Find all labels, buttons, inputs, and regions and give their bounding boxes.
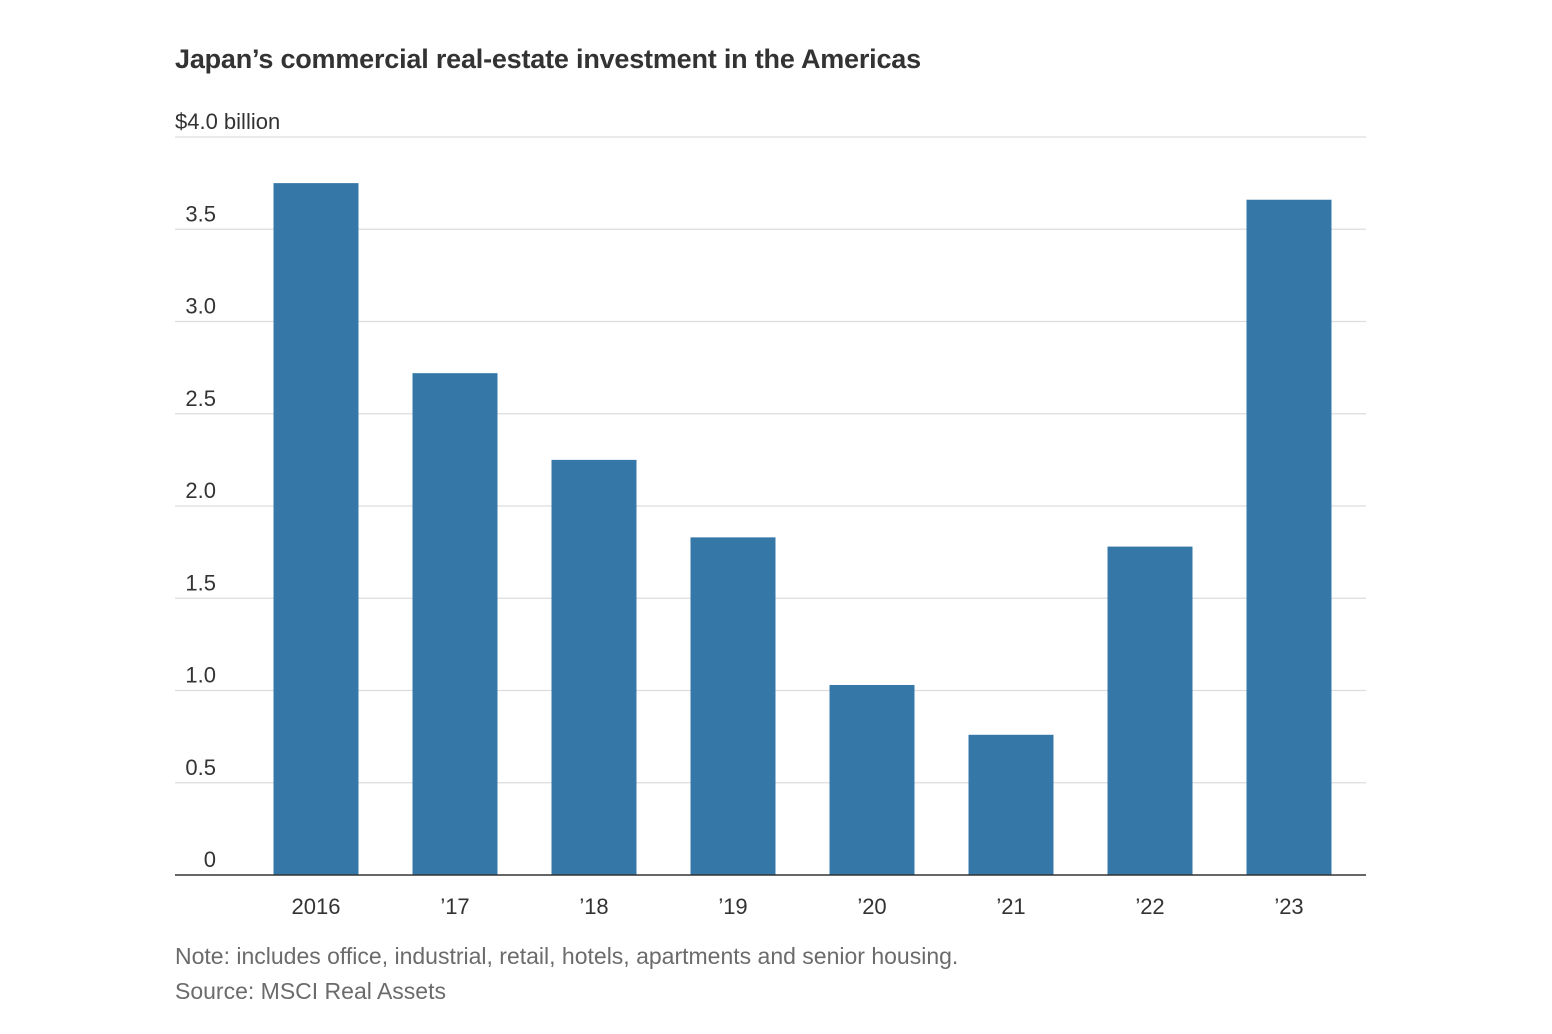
x-tick-label: 2016 (292, 894, 341, 919)
y-tick-label: 3.0 (185, 294, 216, 319)
bar-1 (412, 373, 498, 875)
x-tick-label: ’22 (1135, 894, 1164, 919)
x-tick-label: ’20 (857, 894, 886, 919)
y-axis-tick-labels: 0 0.5 1.0 1.5 2.0 2.5 3.0 3.5 $4.0 billion (175, 109, 280, 872)
bar-3 (690, 537, 776, 875)
bar-7 (1246, 199, 1332, 876)
y-tick-label: 2.5 (185, 386, 216, 411)
x-tick-label: ’23 (1274, 894, 1303, 919)
bar-5 (968, 734, 1054, 875)
bar-0 (273, 183, 359, 875)
y-tick-label: 2.0 (185, 478, 216, 503)
bar-4 (829, 684, 915, 875)
x-axis-tick-labels: 2016 ’17 ’18 ’19 ’20 ’21 ’22 ’23 (292, 894, 1304, 919)
x-tick-label: ’17 (440, 894, 469, 919)
x-tick-label: ’21 (996, 894, 1025, 919)
y-tick-label: 0 (204, 847, 216, 872)
chart-source: Source: MSCI Real Assets (175, 978, 446, 1004)
chart-note: Note: includes office, industrial, retai… (175, 943, 959, 969)
y-tick-label: 1.5 (185, 570, 216, 595)
bar-2 (551, 459, 637, 875)
y-tick-label: 3.5 (185, 201, 216, 226)
x-tick-label: ’18 (579, 894, 608, 919)
y-tick-label: $4.0 billion (175, 109, 280, 134)
bars (273, 183, 1332, 876)
chart-title: Japan’s commercial real-estate investmen… (175, 44, 921, 74)
bar-6 (1107, 546, 1193, 875)
x-tick-label: ’19 (718, 894, 747, 919)
y-tick-label: 0.5 (185, 755, 216, 780)
y-tick-label: 1.0 (185, 663, 216, 688)
